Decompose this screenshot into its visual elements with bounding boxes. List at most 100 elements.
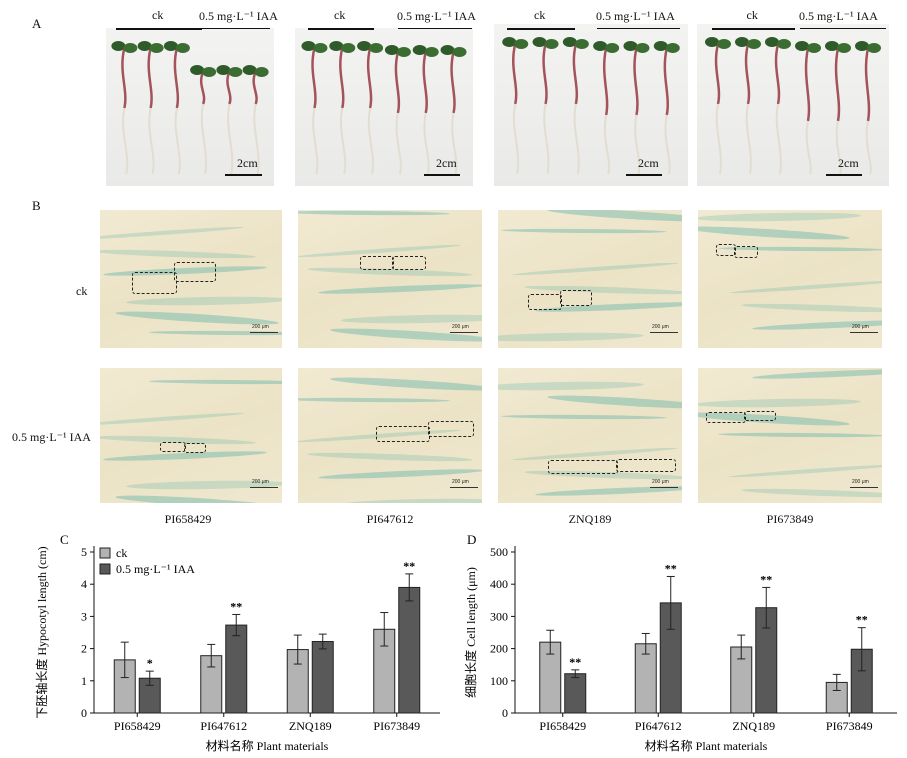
scale-bar-label: 2cm [237,156,258,170]
cotyledon [357,41,372,51]
micro-scale-label: 200 μm [852,324,869,330]
legend-label: ck [116,546,127,560]
micrograph: 200 μm [298,368,482,503]
micro-scale-label: 200 μm [652,479,669,485]
significance-marker: * [147,656,153,670]
cotyledon [123,43,138,53]
group-line-iaa [200,28,270,29]
seedling-root [745,103,752,175]
cotyledon [747,39,761,49]
seedlings-illustration [301,41,467,175]
cotyledon [825,41,839,51]
significance-marker: ** [569,655,581,669]
seedling-stem [804,47,811,122]
stain-streak [698,397,861,409]
group-label-iaa: 0.5 mg·L⁻¹ IAA [199,9,278,23]
cotyledon [175,43,190,53]
seedling-root [775,103,782,175]
seedling-stem [121,47,127,109]
group-label-iaa: 0.5 mg·L⁻¹ IAA [596,9,675,23]
cell-outline [160,442,186,452]
seedling-stem [199,71,206,105]
stain-streak [100,224,244,241]
stain-streak [546,210,682,225]
group-label-ck: ck [746,8,758,22]
cotyledon [301,41,316,51]
seedling-stem [226,71,232,105]
group-label-ck: ck [334,8,346,22]
stain-streak [306,451,473,464]
seedling-photo [697,24,889,186]
panel-a-letter: A [32,16,42,31]
cotyledon [867,43,881,53]
group-label-iaa: 0.5 mg·L⁻¹ IAA [799,9,878,23]
significance-marker: ** [856,613,868,627]
cell-outline [716,244,736,256]
micro-scale-label: 200 μm [452,324,469,330]
stain-streak [298,210,450,217]
x-axis-title: 材料名称 Plant materials [206,738,329,753]
cotyledon [163,41,178,51]
cotyledon [777,39,791,49]
cell-outline [616,459,676,472]
stain-streak [498,331,644,343]
micro-scale-bar [250,487,278,488]
cotyledon [623,41,638,51]
y-tick-label: 100 [490,674,508,688]
seedling-stem [422,51,428,114]
x-tick-label: PI658429 [114,719,161,733]
scale-bar-label: 2cm [436,156,457,170]
scale-bar-label: 2cm [638,156,659,170]
stain-streak [125,295,282,307]
seedling-stem [252,71,258,105]
y-tick-label: 300 [490,609,508,623]
cotyledon [228,67,243,77]
micro-scale-bar [450,332,478,333]
seedling-stem [834,47,841,122]
stain-streak [148,379,282,385]
stain-streak [100,410,244,427]
stain-streak [298,396,450,403]
stain-streak [751,368,882,381]
seedling-stem [602,47,609,116]
row-label-ck: ck [76,284,88,298]
bar-iaa [225,624,248,714]
cell-outline [132,272,177,294]
cell-outline [560,290,592,306]
column-label-2: PI647612 [366,512,414,526]
micro-scale-bar [650,332,678,333]
micrograph: 200 μm [498,210,682,348]
stain-streak [317,282,482,296]
bar-iaa [398,586,421,714]
cotyledon [111,41,126,51]
seedling-root [174,107,181,175]
seedling-root [573,103,580,175]
cotyledon [593,41,608,51]
cotyledon [574,39,589,49]
seedling-stem [774,43,781,105]
seedling-stem [663,47,669,116]
x-tick-label: PI647612 [635,719,682,733]
cell-outline [428,421,474,437]
cell-outline [184,443,206,453]
stain-streak [500,228,667,235]
column-label-4: PI673849 [766,512,814,526]
cotyledon [665,43,680,53]
significance-marker: ** [403,559,415,573]
scale-bar [424,174,460,176]
cotyledon [653,41,668,51]
panel-letter: D [467,532,476,547]
seedling-root [634,114,641,175]
group-line-ck [712,28,795,30]
seedling-photo [494,24,688,186]
stain-streak [340,313,482,325]
stain-streak [740,302,882,315]
seedling-root [865,120,872,175]
cotyledon [735,37,749,47]
scale-bar-label: 2cm [838,156,859,170]
seedling-stem [633,47,639,116]
x-tick-label: PI658429 [539,719,586,733]
cotyledon [544,39,559,49]
group-line-iaa [597,28,680,29]
seedling-stem [311,47,317,109]
